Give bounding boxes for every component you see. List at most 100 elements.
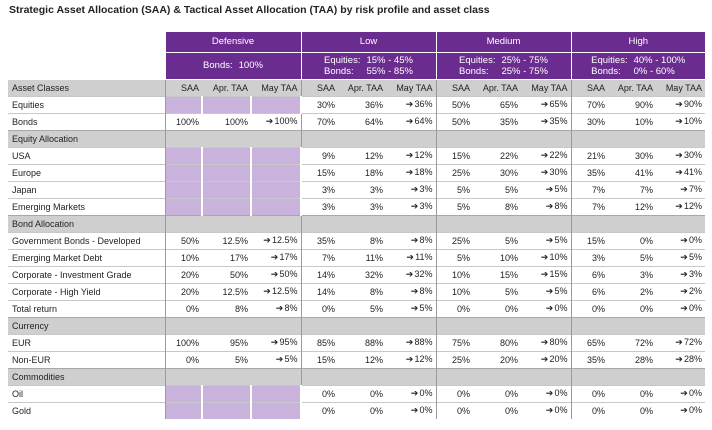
empty-allocation-cell bbox=[251, 197, 302, 215]
saa-cell: 100% bbox=[164, 112, 202, 130]
arrow-right-icon: ➔ bbox=[545, 286, 554, 296]
apr-taa-cell: 20% bbox=[473, 350, 521, 368]
group-blank-cell bbox=[164, 316, 202, 334]
cell-value: 30% bbox=[499, 167, 518, 178]
cell-value: 20% bbox=[549, 354, 568, 364]
apr-taa-cell: 3% bbox=[608, 265, 656, 283]
cell-value: 50% bbox=[180, 235, 199, 246]
saa-cell: 50% bbox=[164, 231, 202, 249]
cell-value: 0% bbox=[639, 405, 653, 416]
may-taa-cell: ➔10% bbox=[656, 112, 705, 130]
arrow-right-icon: ➔ bbox=[675, 116, 683, 126]
apr-taa-cell: 5% bbox=[202, 350, 251, 368]
apr-taa-cell: 12% bbox=[338, 146, 386, 164]
arrow-right-icon: ➔ bbox=[545, 235, 554, 245]
profile-description: Equities: Bonds: 15% - 45% 55% - 85% bbox=[300, 51, 436, 79]
group-blank-cell bbox=[435, 367, 473, 385]
may-taa-cell: ➔3% bbox=[386, 180, 436, 198]
saa-cell: 25% bbox=[435, 231, 473, 249]
column-header-may: May TAA bbox=[521, 78, 571, 96]
column-header-apr: Apr. TAA bbox=[202, 78, 251, 96]
saa-cell: 20% bbox=[164, 282, 202, 300]
saa-cell: 50% bbox=[435, 112, 473, 130]
arrow-right-icon: ➔ bbox=[405, 269, 414, 279]
arrow-right-icon: ➔ bbox=[675, 201, 683, 211]
row-label: Oil bbox=[8, 384, 165, 402]
cell-value: 70% bbox=[586, 99, 605, 110]
arrow-right-icon: ➔ bbox=[540, 150, 549, 160]
cell-value: 100% bbox=[175, 116, 199, 127]
cell-value: 18% bbox=[364, 167, 383, 178]
cell-value: 12% bbox=[414, 150, 433, 160]
saa-cell: 5% bbox=[435, 180, 473, 198]
group-header-row: Bond Allocation bbox=[8, 214, 705, 232]
arrow-right-icon: ➔ bbox=[540, 337, 549, 347]
cell-value: 5% bbox=[456, 201, 470, 212]
range-key: Bonds: bbox=[203, 60, 233, 71]
range-value: 55% - 85% bbox=[366, 65, 413, 77]
may-taa-cell: ➔72% bbox=[656, 333, 705, 351]
arrow-right-icon: ➔ bbox=[540, 252, 549, 262]
cell-value: 50% bbox=[451, 99, 470, 110]
cell-value: 0% bbox=[688, 235, 702, 245]
saa-cell: 70% bbox=[570, 95, 608, 113]
cell-value: 10% bbox=[499, 252, 518, 263]
cell-value: 88% bbox=[364, 337, 383, 348]
group-blank-cell bbox=[656, 367, 705, 385]
group-blank-cell bbox=[608, 129, 656, 147]
cell-value: 30% bbox=[316, 99, 335, 110]
row-label: Government Bonds - Developed bbox=[8, 231, 165, 249]
cell-value: 72% bbox=[634, 337, 653, 348]
may-taa-cell: ➔65% bbox=[521, 95, 571, 113]
group-label: Currency bbox=[8, 316, 165, 334]
group-blank-cell bbox=[386, 214, 436, 232]
cell-value: 30% bbox=[549, 167, 568, 177]
arrow-right-icon: ➔ bbox=[540, 167, 549, 177]
cell-value: 2% bbox=[639, 286, 653, 297]
row-label: Equities bbox=[8, 95, 165, 113]
group-blank-cell bbox=[251, 214, 301, 232]
cell-value: 0% bbox=[554, 388, 568, 398]
cell-value: 28% bbox=[683, 354, 702, 364]
saa-cell: 0% bbox=[164, 350, 202, 368]
cell-value: 12.5% bbox=[271, 235, 298, 245]
arrow-right-icon: ➔ bbox=[675, 354, 683, 364]
cell-value: 8% bbox=[554, 201, 568, 211]
range-value: 25% - 75% bbox=[501, 65, 548, 77]
range-key: Bonds: bbox=[459, 65, 489, 77]
saa-cell: 50% bbox=[435, 95, 473, 113]
cell-value: 0% bbox=[591, 303, 605, 314]
cell-value: 8% bbox=[284, 303, 298, 313]
cell-value: 50% bbox=[451, 116, 470, 127]
cell-value: 0% bbox=[321, 388, 335, 399]
cell-value: 17% bbox=[279, 252, 298, 262]
group-blank-cell bbox=[164, 367, 202, 385]
table-row: Emerging Market Debt 10% 17% ➔17% 7% 11% ➔11% 5… bbox=[8, 248, 705, 266]
saa-cell: 70% bbox=[300, 112, 338, 130]
arrow-right-icon: ➔ bbox=[680, 252, 688, 262]
range-value: 25% - 75% bbox=[501, 54, 548, 66]
group-blank-cell bbox=[164, 129, 202, 147]
may-taa-cell: ➔0% bbox=[656, 231, 705, 249]
arrow-right-icon: ➔ bbox=[540, 116, 549, 126]
cell-value: 15% bbox=[499, 269, 518, 280]
cell-value: 2% bbox=[688, 286, 702, 296]
table-row: Non-EUR 0% 5% ➔5% 15% 12% ➔12% 25% 20% ➔20% 35% 28%… bbox=[8, 350, 705, 368]
profile-range-keys: Equities: Bonds: bbox=[459, 55, 495, 77]
cell-value: 25% bbox=[451, 354, 470, 365]
may-taa-cell: ➔5% bbox=[521, 231, 571, 249]
arrow-right-icon: ➔ bbox=[263, 235, 271, 245]
cell-value: 12% bbox=[364, 150, 383, 161]
cell-value: 3% bbox=[688, 269, 702, 279]
cell-value: 5% bbox=[639, 252, 653, 263]
cell-value: 0% bbox=[554, 405, 568, 416]
saa-cell: 0% bbox=[570, 401, 608, 419]
arrow-right-icon: ➔ bbox=[680, 405, 688, 416]
row-label: Gold bbox=[8, 401, 165, 419]
may-taa-cell: ➔30% bbox=[656, 146, 705, 164]
arrow-right-icon: ➔ bbox=[410, 286, 419, 296]
apr-taa-cell: 50% bbox=[202, 265, 251, 283]
arrow-right-icon: ➔ bbox=[675, 337, 683, 347]
group-blank-cell bbox=[656, 316, 705, 334]
cell-value: 75% bbox=[451, 337, 470, 348]
